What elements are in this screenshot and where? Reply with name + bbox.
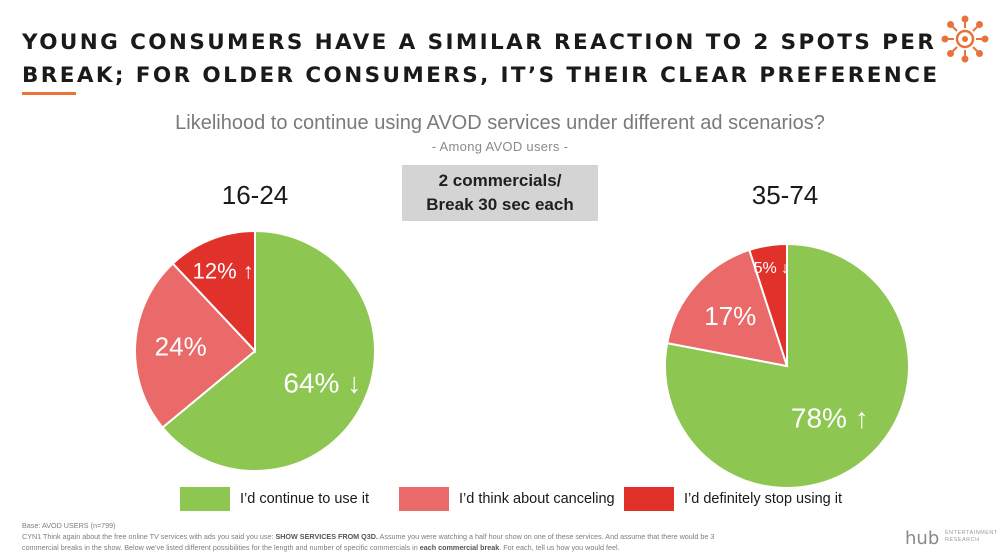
pie-1-slice-stop — [748, 242, 788, 367]
sun-network-icon — [941, 15, 989, 63]
footnote-q-e: each commercial break — [419, 543, 500, 552]
legend-swatch-stop — [624, 487, 674, 511]
legend-label-stop: I’d definitely stop using it — [684, 491, 842, 507]
legend-item-continue: I’d continue to use it — [180, 485, 369, 513]
slide-title: YOUNG CONSUMERS HAVE A SIMILAR REACTION … — [22, 26, 952, 92]
pie-title-35-74: 35-74 — [751, 180, 819, 210]
brand-sub: ENTERTAINMENT RESEARCH — [945, 530, 998, 544]
brand-sub-1: ENTERTAINMENT — [945, 530, 998, 536]
hub-logo: hub ENTERTAINMENT RESEARCH — [905, 528, 998, 550]
footnote-q-b: SHOW SERVICES FROM Q3D. — [275, 532, 378, 541]
pie-1-label-think: 17% — [704, 301, 756, 331]
footnote-q-a: CYN1 Think again about the free online T… — [22, 532, 276, 541]
footnote: Base: AVOD USERS (n=799) CYN1 Think agai… — [22, 520, 902, 553]
footnote-question: CYN1 Think again about the free online T… — [22, 531, 902, 553]
legend-label-think: I’d think about canceling — [459, 491, 615, 507]
pie-title-16-24: 16-24 — [221, 180, 289, 210]
pie-1-label-continue: 78% ↑ — [791, 403, 869, 434]
pie-1-label-stop: 5% ↓ — [754, 260, 790, 277]
base-note: - Among AVOD users - — [431, 139, 569, 154]
brand-main: hub — [905, 528, 940, 549]
pie-0-label-think: 24% — [155, 331, 207, 361]
legend-swatch-continue — [180, 487, 230, 511]
pie-0-label-stop: 12% ↑ — [193, 258, 254, 283]
legend-item-stop: I’d definitely stop using it — [624, 485, 842, 513]
footnote-q-f: . For each, tell us how you would feel. — [499, 543, 620, 552]
legend-item-think: I’d think about canceling — [399, 485, 615, 513]
legend: I’d continue to use it I’d think about c… — [0, 485, 1000, 515]
chart-subtitle: Likelihood to continue using AVOD servic… — [175, 112, 825, 134]
legend-swatch-think — [399, 487, 449, 511]
footnote-q-c: Assume you were watching a half hour sho… — [377, 532, 715, 541]
brand-sub-2: RESEARCH — [945, 537, 980, 543]
pie-0-slice-stop — [171, 229, 256, 354]
pie-0-slice-think — [134, 262, 257, 429]
scenario-line-2: Break 30 sec each — [426, 195, 574, 214]
title-line-2: BREAK; FOR OLDER CONSUMERS, IT’S THEIR C… — [22, 63, 940, 88]
footnote-base: Base: AVOD USERS (n=799) — [22, 521, 116, 530]
scenario-box: 2 commercials/ Break 30 sec each — [402, 165, 598, 221]
pie-0-slice-continue — [161, 229, 376, 472]
legend-label-continue: I’d continue to use it — [240, 491, 369, 507]
title-line-1: YOUNG CONSUMERS HAVE A SIMILAR REACTION … — [22, 30, 937, 55]
footnote-q-d: commercial breaks in the show. Below we’… — [22, 543, 420, 552]
title-underline — [22, 92, 76, 95]
scenario-line-1: 2 commercials/ — [438, 171, 562, 190]
pie-1-slice-think — [665, 248, 789, 368]
pie-0-label-continue: 64% ↓ — [283, 368, 361, 399]
